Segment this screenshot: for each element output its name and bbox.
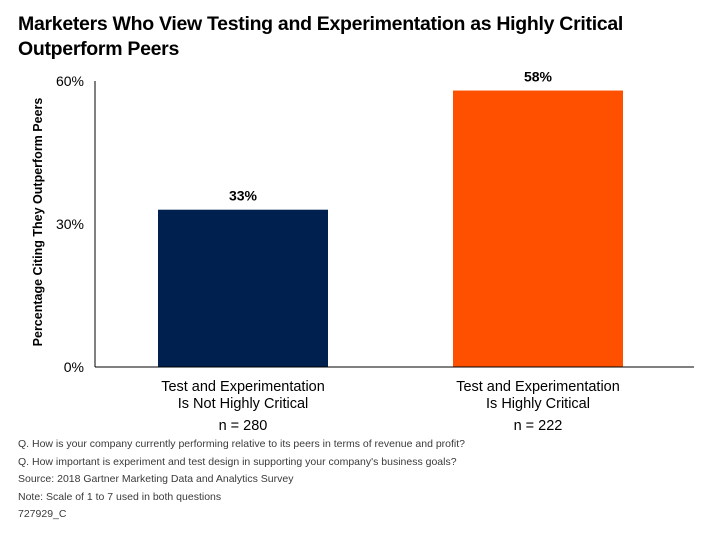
chart-title: Marketers Who View Testing and Experimen…	[18, 13, 624, 60]
value-labels: 33% 58%	[229, 69, 553, 204]
y-axis-ticks: 0% 30% 60%	[56, 73, 84, 375]
footnote-question-2: Q. How important is experiment and test …	[18, 455, 457, 468]
category-label-line: Is Highly Critical	[486, 396, 590, 412]
category-label-line: Test and Experimentation	[161, 379, 325, 395]
footnotes: Q. How is your company currently perform…	[18, 436, 698, 524]
axes	[94, 81, 694, 368]
value-label-2: 58%	[524, 69, 553, 85]
footnote-id: 727929_C	[18, 508, 67, 520]
bars	[158, 90, 623, 368]
y-tick-label: 60%	[56, 73, 84, 89]
y-axis-label-group: Percentage Citing They Outperform Peers	[31, 98, 45, 347]
bar-2	[453, 90, 623, 368]
category-label-line: Is Not Highly Critical	[178, 396, 309, 412]
y-axis-label: Percentage Citing They Outperform Peers	[31, 98, 45, 347]
bar-chart: Percentage Citing They Outperform Peers …	[31, 69, 694, 434]
sample-size-label: n = 280	[219, 418, 268, 434]
y-tick-label: 30%	[56, 216, 84, 232]
footnote-note: Note: Scale of 1 to 7 used in both quest…	[18, 490, 222, 503]
category-label-line: Test and Experimentation	[456, 379, 620, 395]
value-label-1: 33%	[229, 188, 258, 204]
footnote-question-1: Q. How is your company currently perform…	[18, 438, 466, 450]
y-tick-label: 0%	[64, 359, 84, 375]
sample-size-label: n = 222	[514, 418, 563, 434]
footnote-source: Source: 2018 Gartner Marketing Data and …	[18, 473, 294, 485]
bar-1	[158, 209, 328, 367]
